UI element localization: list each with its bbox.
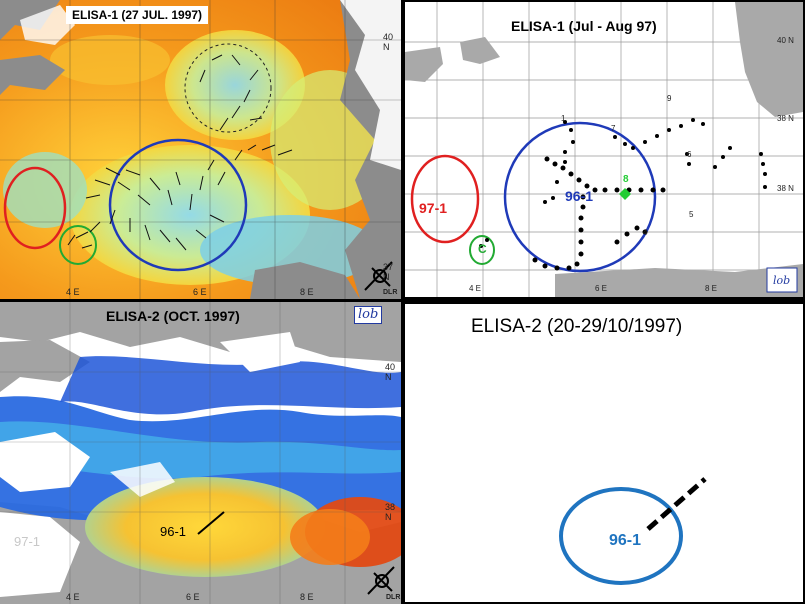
panel-chl-elisa2: ELISA-2 (OCT. 1997) lob 97-1 96-1 4 E 6 … — [0, 302, 401, 604]
current-vectors — [67, 54, 293, 251]
float-number: 1 — [561, 114, 566, 123]
lat-label: 38 N — [385, 502, 396, 522]
sst-map — [0, 0, 401, 299]
trajectory-map — [405, 2, 803, 297]
float-number: 7 — [611, 124, 616, 133]
lon-label: 4 E — [66, 592, 80, 602]
lat-label: 38 N — [777, 114, 794, 123]
panel-divider-horizontal — [0, 299, 805, 302]
panel-title: ELISA-2 (20-29/10/1997) — [471, 316, 683, 337]
panel-sst-elisa1: ELISA-1 (27 JUL. 1997) 40 N 37 N 4 E 6 E… — [0, 0, 401, 299]
lat-label: 40 N — [385, 362, 396, 382]
lat-label: 40 N — [777, 36, 794, 45]
eddy-96-1-circle — [559, 487, 683, 585]
eddy-green-circle — [59, 225, 97, 265]
float-number: 8 — [623, 174, 629, 185]
panel-trajectories-elisa1: ELISA-1 (Jul - Aug 97) 97-1 96-1 C 1 7 8… — [403, 0, 805, 299]
float-8-marker — [619, 188, 631, 200]
eddy-red-circle — [3, 166, 67, 250]
lon-label: 8 E — [705, 284, 718, 293]
panel-title: ELISA-1 (Jul - Aug 97) — [511, 18, 657, 34]
chl-map — [0, 302, 401, 604]
eddy-label-c: C — [478, 242, 487, 256]
lon-label: 6 E — [186, 592, 200, 602]
lon-label: 8 E — [300, 592, 314, 602]
eddy-blue-circle — [108, 138, 248, 272]
eddy-label-96-1: 96-1 — [160, 524, 187, 539]
lon-label: 8 E — [300, 287, 314, 297]
dlr-logo: DLR — [383, 289, 398, 296]
eddy-red-circle — [410, 154, 480, 244]
eddy-label-96-1: 96-1 — [565, 188, 594, 204]
dlr-logo-mark — [367, 566, 395, 595]
lob-logo: lob — [354, 306, 383, 324]
eddy-label-96-1: 96-1 — [609, 532, 642, 549]
lat-label: 38 N — [777, 184, 794, 193]
eddy-green-circle — [469, 235, 495, 265]
eddy-track-dashed — [646, 477, 707, 531]
float-number: 6 — [687, 150, 692, 159]
lob-logo: lob — [773, 274, 791, 287]
eddy-blue-circle — [503, 121, 657, 273]
panel-divider-vertical — [401, 0, 403, 604]
dlr-logo-mark — [364, 261, 393, 291]
eddy-dashed-circle — [184, 43, 272, 133]
float-number: 9 — [667, 94, 672, 103]
lon-label: 4 E — [66, 287, 80, 297]
dlr-logo: DLR — [386, 594, 401, 601]
float-trajectories — [479, 118, 767, 271]
eddy-label-97-1: 97-1 — [419, 200, 448, 216]
dlr-compass-logo — [766, 267, 798, 293]
eddy-track-line — [197, 511, 225, 535]
float-number: 5 — [689, 210, 694, 219]
float-number: 4 — [643, 228, 648, 237]
lon-label: 6 E — [193, 287, 207, 297]
eddy-label-97-1: 97-1 — [14, 534, 41, 549]
lat-label: 37 N — [383, 262, 394, 282]
schematic-map — [559, 477, 707, 585]
panel-schematic-elisa2: ELISA-2 (20-29/10/1997) 96-1 — [403, 302, 805, 604]
panel-title: ELISA-2 (OCT. 1997) — [106, 308, 240, 324]
panel-title: ELISA-1 (27 JUL. 1997) — [66, 6, 209, 24]
lat-label: 40 N — [383, 32, 394, 52]
lon-label: 4 E — [469, 284, 482, 293]
lon-label: 6 E — [595, 284, 608, 293]
